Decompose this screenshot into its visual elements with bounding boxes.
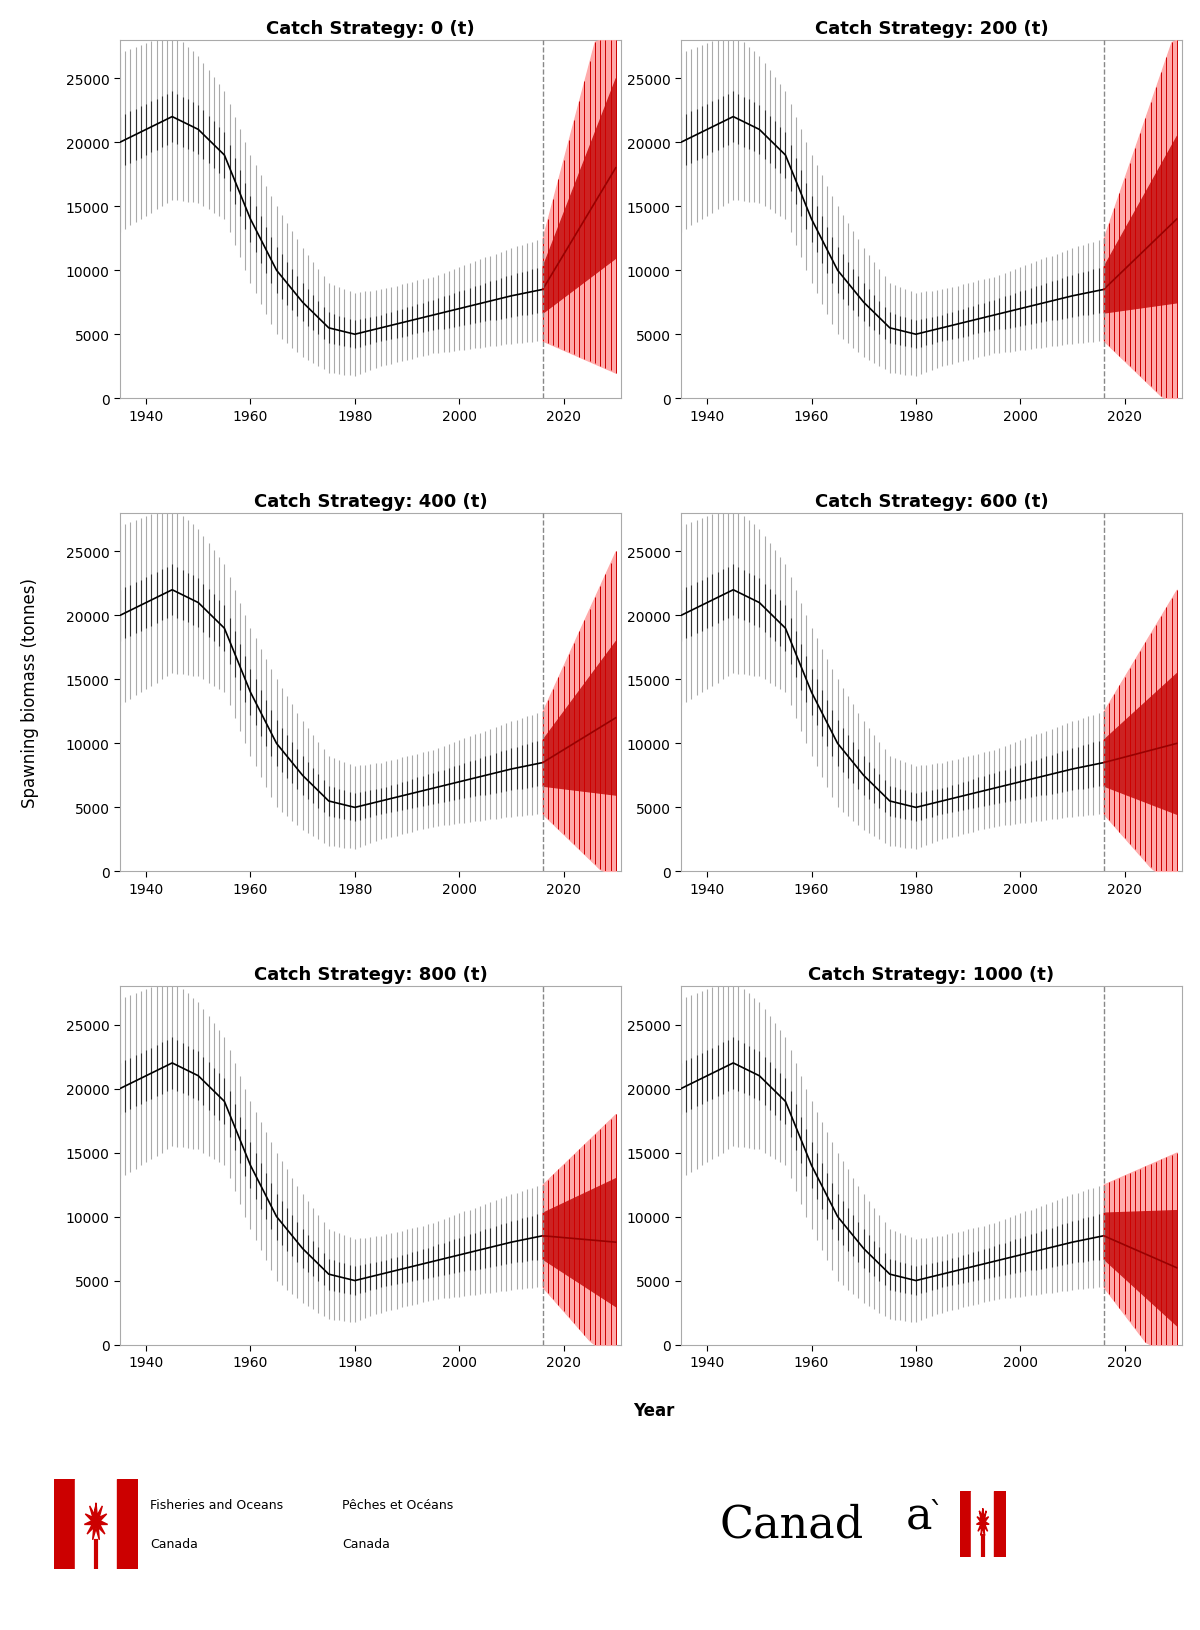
Text: `: ` xyxy=(929,1500,944,1532)
Title: Catch Strategy: 1000 (t): Catch Strategy: 1000 (t) xyxy=(809,965,1055,983)
Title: Catch Strategy: 600 (t): Catch Strategy: 600 (t) xyxy=(815,492,1049,510)
Title: Catch Strategy: 400 (t): Catch Strategy: 400 (t) xyxy=(253,492,487,510)
Text: Year: Year xyxy=(634,1400,674,1420)
Title: Catch Strategy: 200 (t): Catch Strategy: 200 (t) xyxy=(815,20,1049,37)
Text: a: a xyxy=(906,1495,932,1537)
Text: Spawning biomass (tonnes): Spawning biomass (tonnes) xyxy=(20,577,40,808)
Bar xyxy=(74,1480,118,1568)
Text: Canada: Canada xyxy=(342,1537,390,1550)
Title: Catch Strategy: 0 (t): Catch Strategy: 0 (t) xyxy=(266,20,475,37)
Polygon shape xyxy=(84,1503,108,1540)
Bar xyxy=(54,1480,74,1568)
Bar xyxy=(118,1480,138,1568)
Text: Canad: Canad xyxy=(720,1503,864,1545)
Polygon shape xyxy=(977,1509,989,1535)
Text: Canada: Canada xyxy=(150,1537,198,1550)
Text: Fisheries and Oceans: Fisheries and Oceans xyxy=(150,1498,283,1511)
Bar xyxy=(995,1491,1006,1557)
Text: Pêches et Océans: Pêches et Océans xyxy=(342,1498,454,1511)
Bar xyxy=(960,1491,972,1557)
Title: Catch Strategy: 800 (t): Catch Strategy: 800 (t) xyxy=(253,965,487,983)
Bar xyxy=(972,1491,995,1557)
